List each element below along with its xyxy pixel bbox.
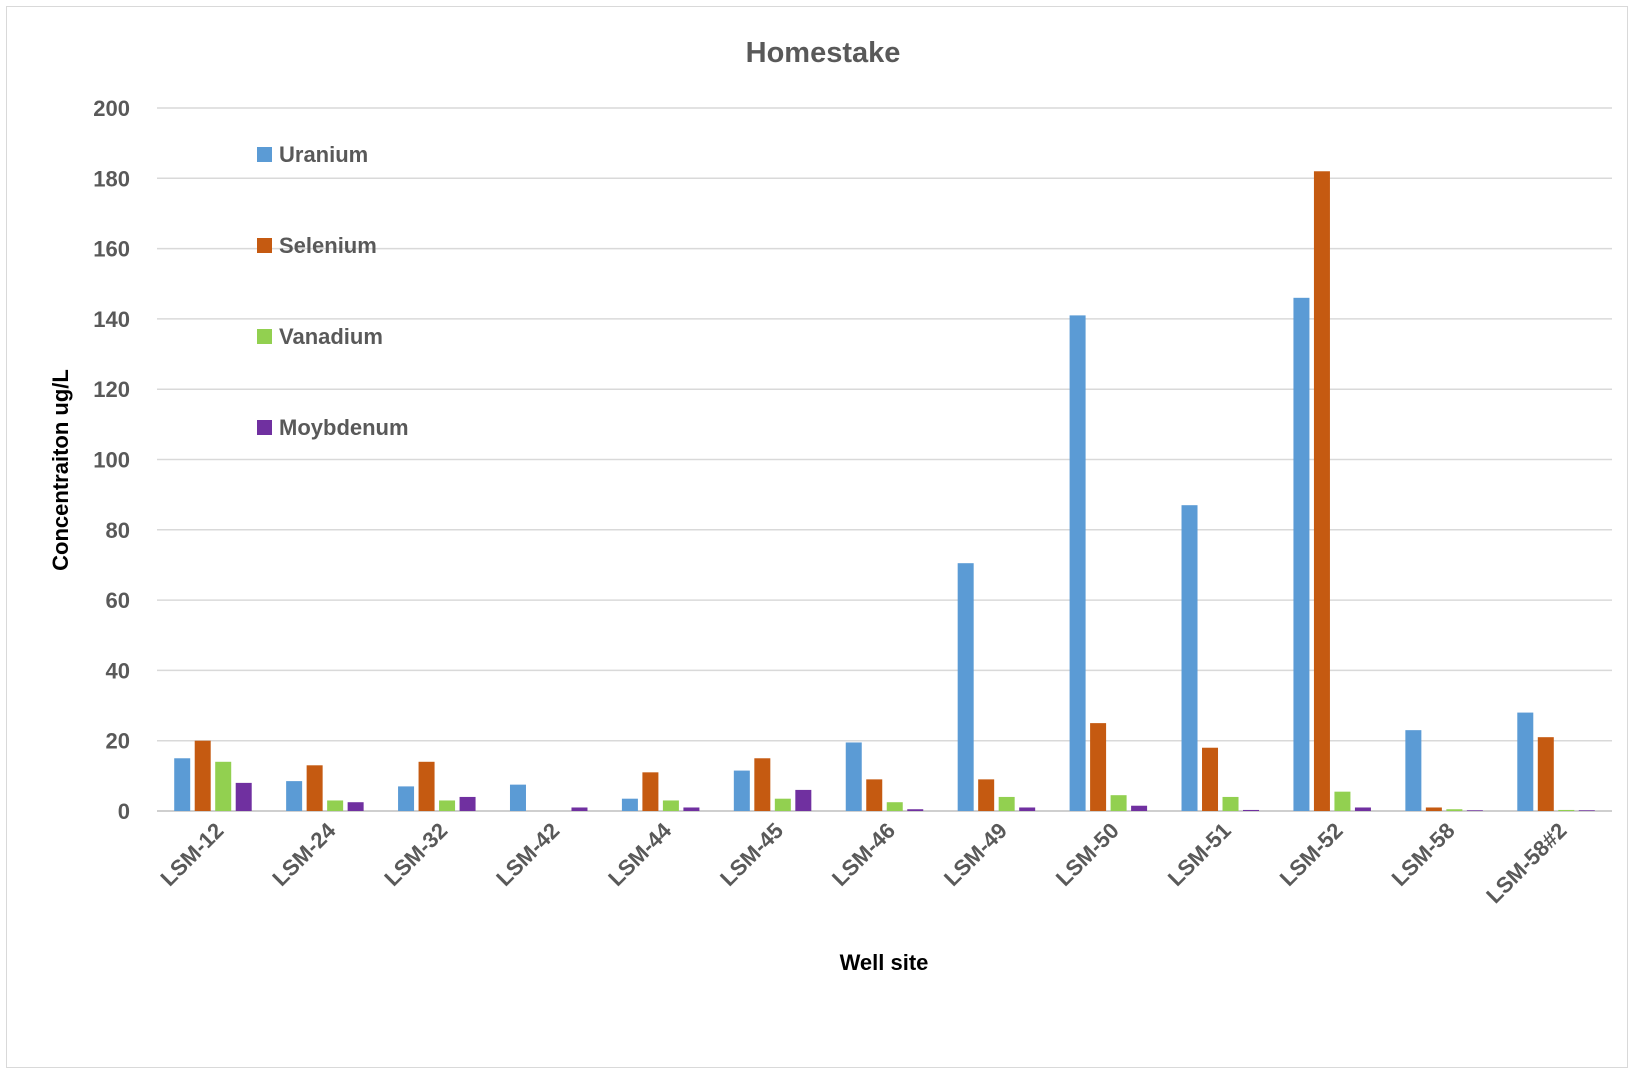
bar-vanadium-lsm-44 (662, 800, 679, 811)
y-tick-label: 80 (106, 518, 130, 543)
bars (174, 171, 1595, 811)
y-tick-label: 160 (93, 237, 130, 262)
bar-moybdenum-lsm-50 (1131, 805, 1148, 811)
x-tick-label: LSM-46 (827, 818, 900, 891)
x-tick-label: LSM-45 (715, 818, 788, 891)
bar-moybdenum-lsm-58 (1466, 810, 1483, 811)
x-tick-label: LSM-50 (1051, 818, 1124, 891)
y-tick-label: 100 (93, 448, 130, 473)
x-tick-label: LSM-52 (1275, 818, 1348, 891)
bar-moybdenum-lsm-42 (571, 807, 588, 811)
x-tick-label: LSM-42 (491, 818, 564, 891)
bar-uranium-lsm-52 (1293, 297, 1310, 811)
bar-selenium-lsm-46 (866, 779, 883, 811)
bar-uranium-lsm-58-2 (1517, 712, 1534, 811)
bar-uranium-lsm-51 (1181, 505, 1198, 811)
y-axis-title: Concentraiton ug/L (48, 369, 73, 571)
bar-uranium-lsm-12 (174, 758, 191, 811)
y-tick-label: 40 (106, 658, 130, 683)
chart-title: Homestake (746, 37, 901, 69)
bar-vanadium-lsm-52 (1334, 791, 1351, 811)
legend-swatch-uranium (257, 147, 272, 162)
bar-vanadium-lsm-51 (1222, 796, 1239, 811)
legend: Uranium Selenium Vanadium Moybdenum (257, 142, 409, 440)
bar-moybdenum-lsm-58-2 (1578, 810, 1595, 811)
x-tick-label: LSM-24 (267, 817, 341, 891)
bar-moybdenum-lsm-24 (347, 802, 364, 811)
bar-selenium-lsm-24 (306, 765, 323, 811)
legend-swatch-vanadium (257, 329, 272, 344)
legend-label-moybdenum: Moybdenum (279, 415, 409, 440)
bar-vanadium-lsm-49 (998, 796, 1015, 811)
bar-selenium-lsm-12 (194, 740, 211, 811)
bar-selenium-lsm-58 (1425, 807, 1442, 811)
x-axis-title: Well site (840, 950, 929, 975)
bar-moybdenum-lsm-52 (1354, 807, 1371, 811)
x-tick-label: LSM-58 (1387, 818, 1460, 891)
bar-selenium-lsm-50 (1090, 723, 1107, 811)
x-tick-label: LSM-12 (155, 818, 228, 891)
bar-selenium-lsm-49 (978, 779, 995, 811)
chart-frame (6, 6, 1628, 1068)
legend-label-selenium: Selenium (279, 233, 377, 258)
bar-vanadium-lsm-46 (886, 802, 903, 811)
x-tick-label: LSM-58#2 (1481, 818, 1571, 908)
bar-vanadium-lsm-32 (439, 800, 456, 811)
bar-moybdenum-lsm-49 (1019, 807, 1036, 811)
bar-moybdenum-lsm-46 (907, 809, 924, 811)
bar-selenium-lsm-44 (642, 772, 659, 811)
bar-moybdenum-lsm-45 (795, 789, 812, 811)
bar-moybdenum-lsm-51 (1243, 809, 1260, 811)
bar-vanadium-lsm-50 (1110, 795, 1127, 811)
bar-selenium-lsm-45 (754, 758, 771, 811)
y-tick-label: 200 (93, 96, 130, 121)
bar-uranium-lsm-46 (845, 742, 862, 811)
x-tick-label: LSM-32 (379, 818, 452, 891)
x-tick-label: LSM-49 (939, 818, 1012, 891)
bar-uranium-lsm-45 (733, 770, 750, 811)
bar-vanadium-lsm-24 (327, 800, 344, 811)
legend-label-vanadium: Vanadium (279, 324, 383, 349)
y-tick-label: 120 (93, 377, 130, 402)
y-tick-label: 60 (106, 588, 130, 613)
x-axis-ticks: LSM-12 LSM-24 LSM-32 LSM-42 LSM-44 LSM-45 LSM-… (155, 817, 1571, 908)
bar-selenium-lsm-51 (1202, 747, 1219, 811)
bar-selenium-lsm-58-2 (1537, 737, 1554, 811)
y-axis-ticks: 0 20 40 60 80 100 120 140 160 180 200 (93, 96, 130, 824)
bar-uranium-lsm-42 (509, 784, 526, 811)
bar-uranium-lsm-32 (398, 786, 415, 811)
y-tick-label: 180 (93, 166, 130, 191)
bar-uranium-lsm-44 (621, 798, 638, 811)
legend-swatch-moybdenum (257, 420, 272, 435)
x-tick-label: LSM-51 (1163, 818, 1236, 891)
bar-selenium-lsm-52 (1313, 171, 1330, 811)
bar-vanadium-lsm-12 (215, 761, 232, 811)
legend-label-uranium: Uranium (279, 142, 368, 167)
bar-vanadium-lsm-58 (1446, 809, 1463, 811)
bar-selenium-lsm-32 (418, 761, 435, 811)
bar-uranium-lsm-58 (1405, 730, 1422, 811)
gridlines (157, 107, 1612, 812)
bar-uranium-lsm-50 (1069, 315, 1086, 811)
bar-moybdenum-lsm-12 (235, 782, 252, 811)
bar-moybdenum-lsm-44 (683, 807, 700, 811)
bar-vanadium-lsm-45 (774, 798, 791, 811)
y-tick-label: 0 (118, 799, 130, 824)
bar-uranium-lsm-24 (286, 781, 303, 811)
bar-moybdenum-lsm-32 (459, 796, 476, 811)
y-tick-label: 140 (93, 307, 130, 332)
x-tick-label: LSM-44 (603, 817, 677, 891)
bar-vanadium-lsm-58-2 (1558, 809, 1575, 811)
y-tick-label: 20 (106, 729, 130, 754)
legend-swatch-selenium (257, 238, 272, 253)
bar-uranium-lsm-49 (957, 563, 974, 811)
